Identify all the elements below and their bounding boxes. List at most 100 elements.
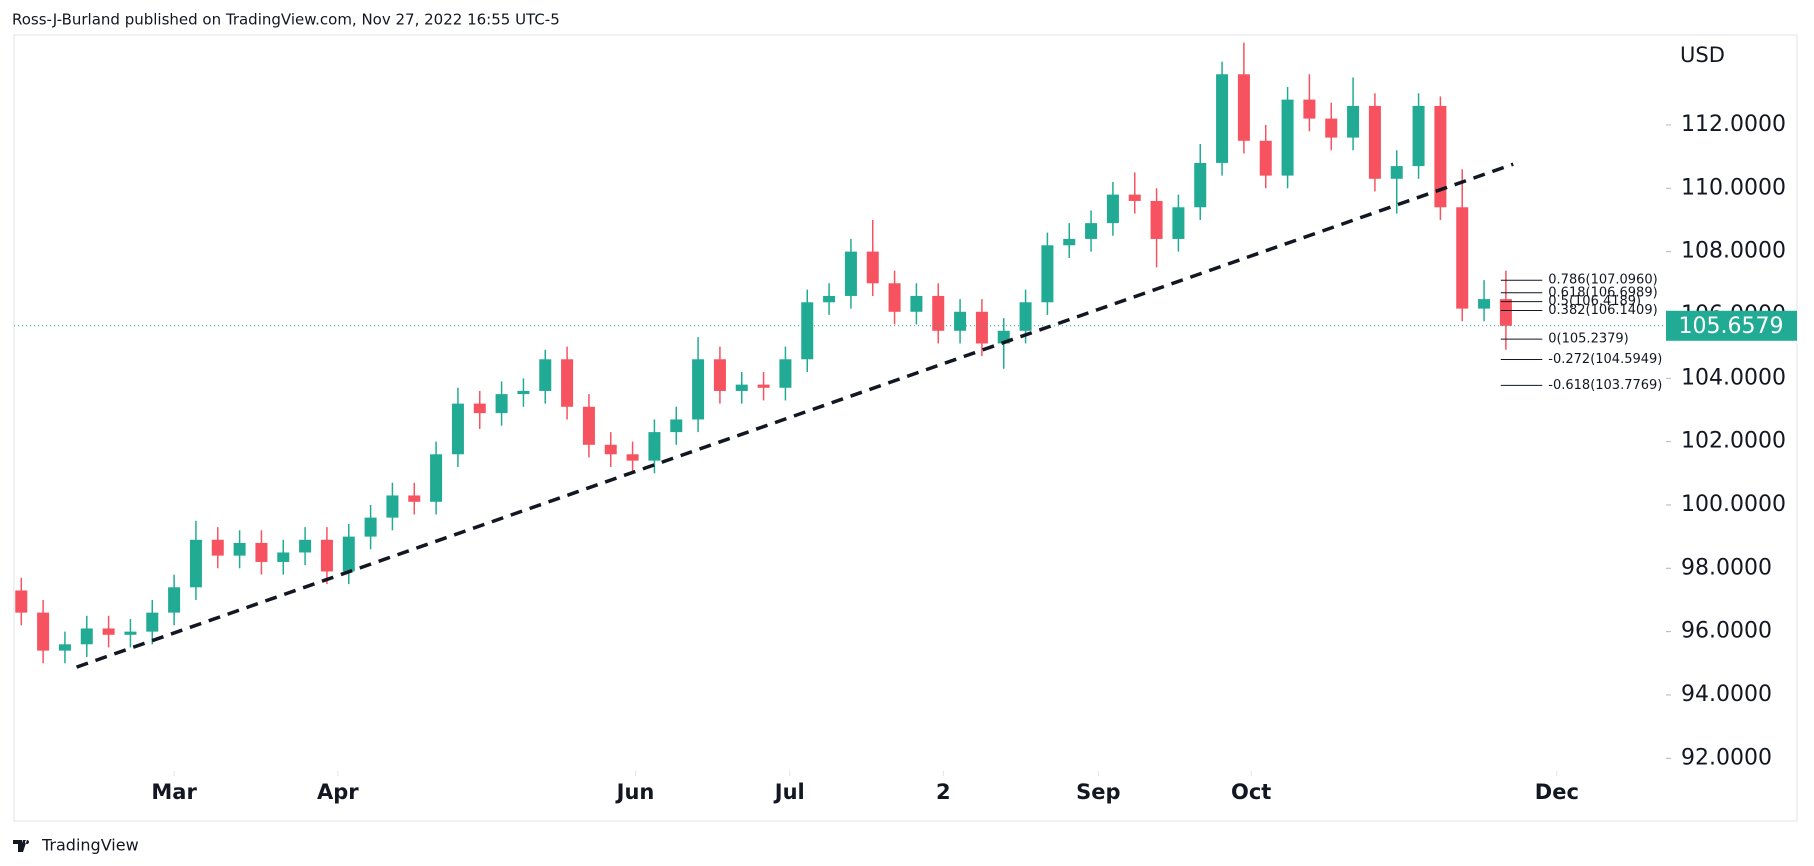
candle-body	[168, 587, 181, 613]
y-tick-label: 102.0000	[1681, 429, 1786, 454]
candle-body	[1456, 207, 1469, 309]
candle-body	[713, 359, 726, 391]
fib-label: 0.382(106.1409)	[1548, 303, 1657, 318]
candle-body	[124, 631, 137, 635]
candle-body	[910, 295, 923, 312]
x-tick-label: Jun	[615, 780, 655, 804]
candle-body	[1194, 162, 1207, 208]
candle-body	[866, 251, 879, 284]
x-tick-label: Jul	[773, 780, 805, 804]
x-tick-label: Dec	[1535, 780, 1579, 804]
candle-body	[801, 302, 814, 360]
candle-body	[364, 517, 377, 537]
y-axis-label: USD	[1680, 43, 1725, 67]
header: Ross-J-Burland published on TradingView.…	[12, 11, 560, 29]
candle-body	[1237, 74, 1250, 141]
candle-body	[80, 628, 93, 645]
y-tick-label: 92.0000	[1681, 745, 1772, 770]
last-price-label: 105.6579	[1679, 314, 1784, 339]
y-tick-label: 104.0000	[1681, 365, 1786, 390]
candle-body	[1325, 118, 1338, 138]
candle-body	[626, 454, 639, 461]
candle-body	[386, 495, 399, 518]
footer: TradingView	[41, 836, 139, 855]
candle-body	[1281, 99, 1294, 176]
candle-body	[320, 539, 333, 572]
last-price-box	[1666, 310, 1797, 341]
candle-body	[1216, 74, 1229, 163]
x-tick-label: Mar	[151, 780, 197, 804]
footer-logo	[13, 840, 30, 852]
logo-mark	[13, 840, 30, 852]
x-tick-label: Apr	[317, 780, 359, 804]
x-tick-label: Sep	[1076, 780, 1120, 804]
fib-label: 0.5(106.4189)	[1548, 294, 1641, 309]
candle-body	[779, 359, 792, 388]
candle-body	[37, 612, 50, 651]
candle-body	[1347, 105, 1360, 138]
candle-body	[975, 311, 988, 344]
y-tick-label: 108.0000	[1681, 239, 1786, 264]
candle-body	[844, 251, 857, 296]
y-tick-label: 96.0000	[1681, 619, 1772, 644]
candle-body	[1412, 105, 1425, 167]
candle-body	[539, 359, 552, 391]
candle-body	[146, 612, 159, 632]
candle-body	[233, 542, 246, 556]
candle-body	[1478, 299, 1491, 309]
candle-body	[1434, 105, 1447, 208]
fib-label: 0.786(107.0960)	[1548, 273, 1657, 288]
candle-body	[1390, 166, 1403, 179]
candle-body	[277, 552, 290, 562]
fib-label: -0.272(104.5949)	[1548, 352, 1662, 367]
candle-body	[1019, 302, 1032, 331]
candle-body	[211, 539, 224, 556]
candle-body	[692, 359, 705, 420]
candle-body	[1303, 99, 1316, 119]
y-tick-label: 94.0000	[1681, 682, 1772, 707]
x-tick-label: 2	[936, 780, 951, 804]
fib-label: 0(105.2379)	[1548, 332, 1628, 347]
candle-body	[823, 295, 836, 303]
candle-body	[255, 542, 268, 562]
fib-label: 0.618(106.6989)	[1548, 285, 1657, 300]
candle-body	[495, 394, 508, 414]
candle-body	[1259, 140, 1272, 176]
candle-body	[1041, 245, 1054, 303]
candle-body	[1128, 194, 1141, 201]
candle-body	[1085, 223, 1098, 239]
x-tick-label: Oct	[1231, 780, 1271, 804]
candle-body	[757, 384, 770, 388]
candle-body	[299, 539, 312, 553]
candle-body	[604, 444, 617, 455]
candle-body	[189, 539, 202, 588]
candle-body	[1172, 207, 1185, 239]
candle-body	[1368, 105, 1381, 179]
fib-label: -0.618(103.7769)	[1548, 378, 1662, 393]
candle-body	[342, 536, 355, 572]
candle-body	[670, 419, 683, 433]
candle-body	[15, 590, 28, 613]
candle-body	[451, 403, 464, 455]
candle-body	[954, 311, 967, 331]
candle-body	[735, 384, 748, 391]
candle-body	[1106, 194, 1119, 224]
candle-body	[517, 390, 530, 395]
y-tick-label: 100.0000	[1681, 492, 1786, 517]
candle-body	[582, 406, 595, 445]
candle-body	[1150, 200, 1163, 239]
candle-body	[58, 644, 71, 651]
candle-body	[102, 628, 115, 635]
trendline	[76, 162, 1514, 669]
chart-frame	[13, 34, 1798, 822]
candle-body	[430, 454, 443, 502]
y-tick-label: 112.0000	[1681, 112, 1786, 137]
candle-body	[888, 283, 901, 312]
candle-body	[932, 295, 945, 331]
y-tick-label: 110.0000	[1681, 175, 1786, 200]
candle-body	[561, 359, 574, 407]
candle-body	[408, 495, 421, 502]
candle-body	[1499, 299, 1512, 326]
